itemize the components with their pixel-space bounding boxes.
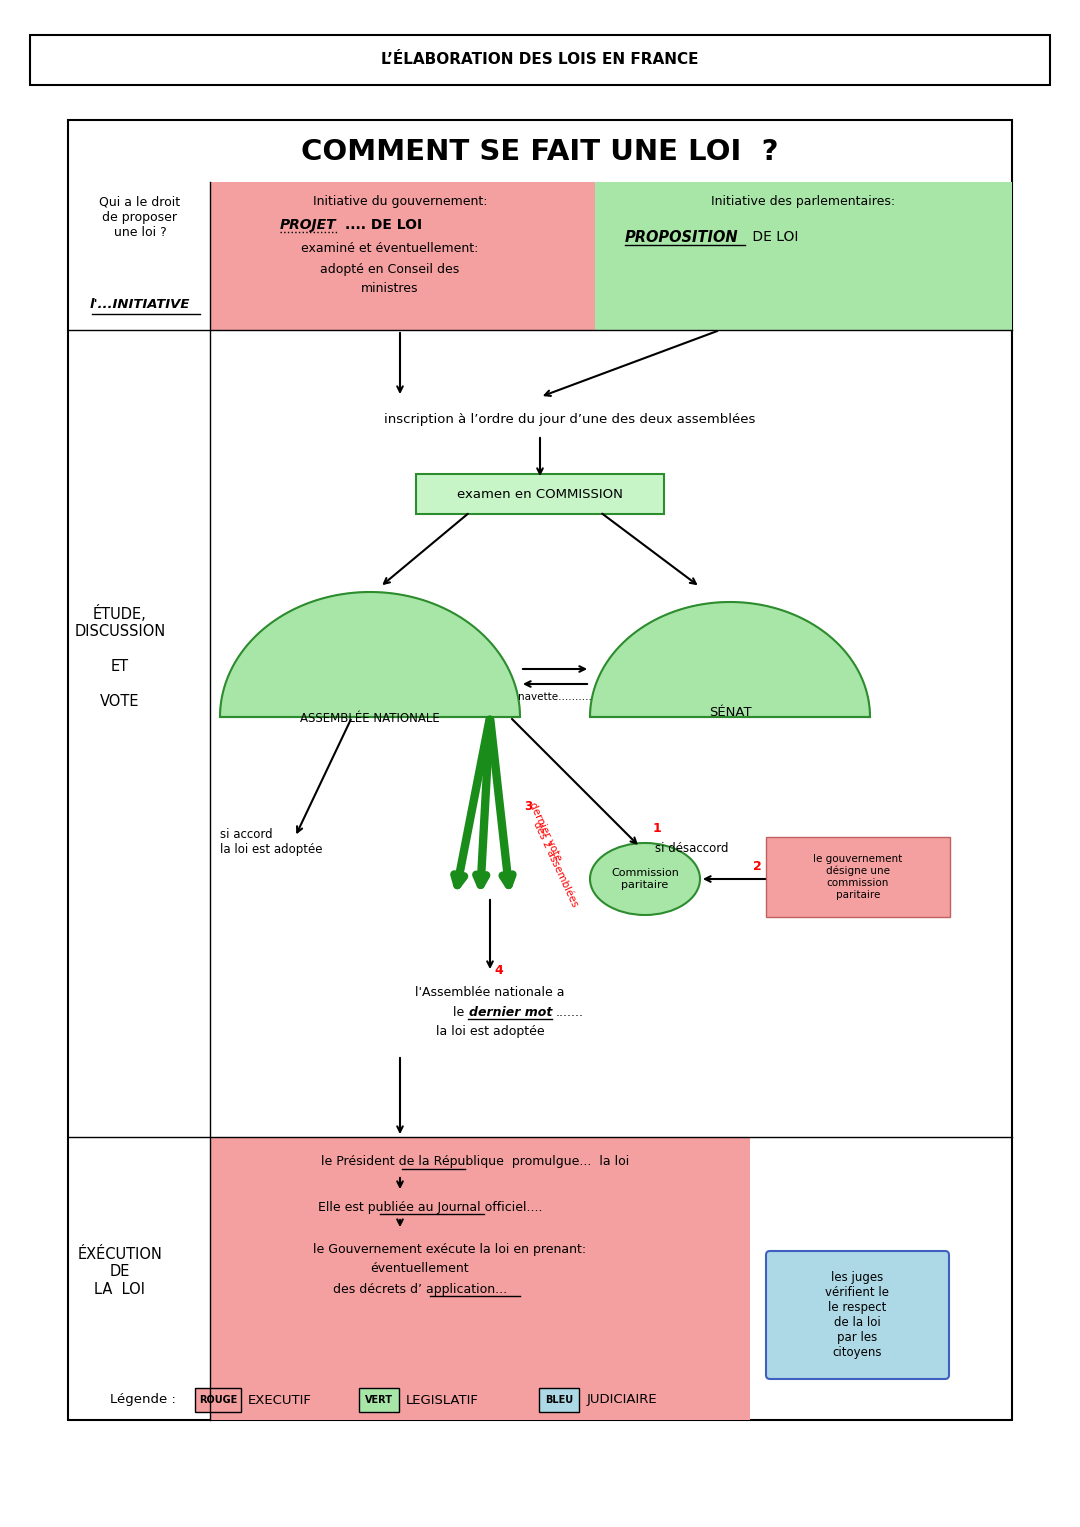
Text: examiné et éventuellement:: examiné et éventuellement: [301, 243, 478, 255]
Text: si accord
la loi est adoptée: si accord la loi est adoptée [220, 828, 323, 857]
Text: le gouvernement
désigne une
commission
paritaire: le gouvernement désigne une commission p… [813, 854, 903, 899]
Text: Initiative des parlementaires:: Initiative des parlementaires: [711, 195, 895, 209]
Text: le Président de la République  promulgue...  la loi: le Président de la République promulgue.… [321, 1156, 630, 1168]
Text: .......: ....... [556, 1005, 584, 1019]
Text: 2: 2 [753, 861, 762, 873]
Text: les juges
vérifient le
le respect
de la loi
par les
citoyens: les juges vérifient le le respect de la … [825, 1270, 889, 1359]
Text: si désaccord: si désaccord [654, 843, 729, 855]
Text: Initiative du gouvernement:: Initiative du gouvernement: [313, 195, 487, 209]
Ellipse shape [590, 843, 700, 915]
FancyBboxPatch shape [766, 837, 950, 918]
Text: ROUGE: ROUGE [199, 1396, 238, 1405]
Text: VERT: VERT [365, 1396, 393, 1405]
Text: la loi est adoptée: la loi est adoptée [435, 1026, 544, 1038]
Text: SÉNAT: SÉNAT [708, 705, 752, 719]
Text: inscription à l’ordre du jour d’une des deux assemblées: inscription à l’ordre du jour d’une des … [384, 412, 756, 426]
Text: PROPOSITION: PROPOSITION [625, 229, 739, 244]
Bar [68, 121, 1012, 1420]
Text: JUDICIAIRE: JUDICIAIRE [588, 1394, 658, 1406]
Text: PROJET: PROJET [280, 218, 337, 232]
Text: ÉTUDE,
DISCUSSION

ET

VOTE: ÉTUDE, DISCUSSION ET VOTE [75, 605, 165, 709]
Text: ASSEMBLÉE NATIONALE: ASSEMBLÉE NATIONALE [300, 713, 440, 725]
Bar [210, 182, 595, 330]
Text: Elle est publiée au Journal officiel....: Elle est publiée au Journal officiel.... [318, 1200, 542, 1214]
Bar [30, 35, 1050, 86]
Text: examen en COMMISSION: examen en COMMISSION [457, 487, 623, 501]
FancyBboxPatch shape [195, 1388, 241, 1412]
Text: L’ÉLABORATION DES LOIS EN FRANCE: L’ÉLABORATION DES LOIS EN FRANCE [381, 52, 699, 67]
Text: adopté en Conseil des: adopté en Conseil des [321, 263, 460, 275]
FancyBboxPatch shape [766, 1251, 949, 1379]
Text: DE LOI: DE LOI [748, 231, 798, 244]
Text: COMMENT SE FAIT UNE LOI  ?: COMMENT SE FAIT UNE LOI ? [301, 137, 779, 166]
Text: des décrets d’ application...: des décrets d’ application... [333, 1283, 508, 1295]
Bar [210, 1138, 750, 1420]
Text: Commission
paritaire: Commission paritaire [611, 869, 679, 890]
Text: .... DE LOI: .... DE LOI [345, 218, 422, 232]
Text: 3: 3 [524, 800, 532, 814]
Text: navette..........: navette.......... [518, 692, 592, 702]
Text: 1: 1 [653, 823, 662, 835]
Polygon shape [590, 602, 870, 718]
Text: des 2 assemblées: des 2 assemblées [530, 820, 579, 909]
Text: EXECUTIF: EXECUTIF [248, 1394, 312, 1406]
Text: Légende :: Légende : [110, 1394, 176, 1406]
Text: l'Assemblée nationale a: l'Assemblée nationale a [415, 985, 565, 999]
Text: BLEU: BLEU [545, 1396, 573, 1405]
Text: Qui a le droit
de proposer
une loi ?: Qui a le droit de proposer une loi ? [99, 195, 180, 238]
FancyBboxPatch shape [416, 473, 664, 515]
Text: le: le [453, 1005, 469, 1019]
Text: dernier mot: dernier mot [469, 1005, 552, 1019]
Text: LEGISLATIF: LEGISLATIF [406, 1394, 478, 1406]
Polygon shape [220, 592, 519, 718]
FancyBboxPatch shape [539, 1388, 579, 1412]
Text: dernier vote: dernier vote [527, 802, 563, 863]
Text: ÉXÉCUTION
DE
LA  LOI: ÉXÉCUTION DE LA LOI [78, 1248, 162, 1296]
Text: éventuellement: éventuellement [370, 1263, 470, 1275]
FancyBboxPatch shape [359, 1388, 399, 1412]
Text: l'...INITIATIVE: l'...INITIATIVE [90, 298, 190, 312]
Text: ministres: ministres [361, 282, 419, 296]
Bar [595, 182, 1012, 330]
Text: 4: 4 [494, 964, 503, 977]
Text: le Gouvernement exécute la loi en prenant:: le Gouvernement exécute la loi en prenan… [313, 1243, 586, 1255]
